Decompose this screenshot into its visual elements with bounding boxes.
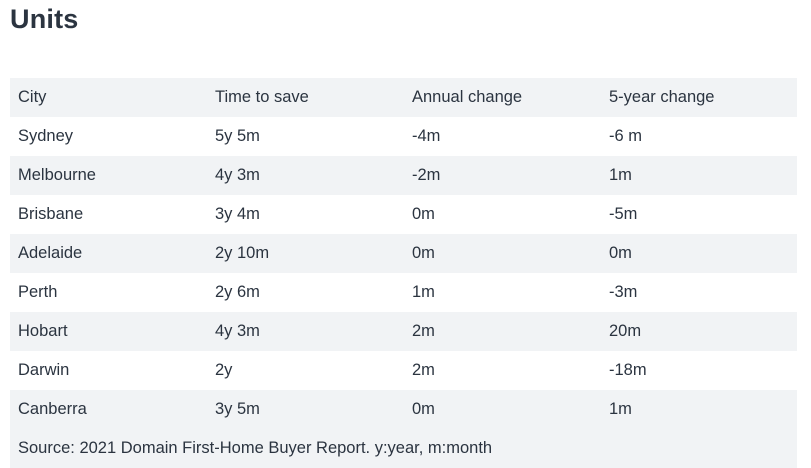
table-row: Adelaide 2y 10m 0m 0m xyxy=(10,234,797,273)
table-row: Sydney 5y 5m -4m -6 m xyxy=(10,117,797,156)
table-row: Hobart 4y 3m 2m 20m xyxy=(10,312,797,351)
cell-annual-change: 2m xyxy=(412,361,435,379)
cell-5-year-change: -5m xyxy=(609,205,638,223)
cell-time-to-save: 2y xyxy=(215,361,233,379)
header-annual-change: Annual change xyxy=(412,88,523,106)
cell-time-to-save: 2y 10m xyxy=(215,244,270,262)
cell-city: Brisbane xyxy=(18,205,84,223)
cell-5-year-change: -3m xyxy=(609,283,638,301)
cell-city: Perth xyxy=(18,283,58,301)
cell-5-year-change: -18m xyxy=(609,361,647,379)
cell-city: Hobart xyxy=(18,322,68,340)
cell-annual-change: 2m xyxy=(412,322,435,340)
units-table: City Time to save Annual change 5-year c… xyxy=(10,78,797,468)
cell-time-to-save: 2y 6m xyxy=(215,283,260,301)
cell-city: Canberra xyxy=(18,400,87,418)
header-time-to-save: Time to save xyxy=(215,88,309,106)
units-table-container: City Time to save Annual change 5-year c… xyxy=(10,78,797,468)
cell-city: Melbourne xyxy=(18,166,96,184)
header-city: City xyxy=(18,88,47,106)
cell-city: Darwin xyxy=(18,361,70,379)
cell-time-to-save: 3y 4m xyxy=(215,205,260,223)
cell-city: Adelaide xyxy=(18,244,83,262)
table-row: Perth 2y 6m 1m -3m xyxy=(10,273,797,312)
cell-annual-change: 1m xyxy=(412,283,435,301)
table-header: City Time to save Annual change 5-year c… xyxy=(10,78,797,117)
source-note: Source: 2021 Domain First-Home Buyer Rep… xyxy=(10,429,797,468)
cell-city: Sydney xyxy=(18,127,74,145)
cell-time-to-save: 4y 3m xyxy=(215,322,260,340)
cell-5-year-change: -6 m xyxy=(609,127,642,145)
table-row: Melbourne 4y 3m -2m 1m xyxy=(10,156,797,195)
header-5-year-change: 5-year change xyxy=(609,88,715,106)
page-title: Units xyxy=(10,4,79,34)
cell-annual-change: -2m xyxy=(412,166,441,184)
table-footer: Source: 2021 Domain First-Home Buyer Rep… xyxy=(10,429,797,468)
header-row: City Time to save Annual change 5-year c… xyxy=(10,78,797,117)
cell-time-to-save: 4y 3m xyxy=(215,166,260,184)
table-body: Sydney 5y 5m -4m -6 m Melbourne 4y 3m -2… xyxy=(10,117,797,429)
table-row: Brisbane 3y 4m 0m -5m xyxy=(10,195,797,234)
cell-5-year-change: 0m xyxy=(609,244,632,262)
source-row: Source: 2021 Domain First-Home Buyer Rep… xyxy=(10,429,797,468)
cell-annual-change: 0m xyxy=(412,400,435,418)
cell-annual-change: 0m xyxy=(412,244,435,262)
cell-time-to-save: 5y 5m xyxy=(215,127,260,145)
table-row: Canberra 3y 5m 0m 1m xyxy=(10,390,797,429)
cell-annual-change: -4m xyxy=(412,127,441,145)
table-row: Darwin 2y 2m -18m xyxy=(10,351,797,390)
cell-5-year-change: 20m xyxy=(609,322,642,340)
cell-5-year-change: 1m xyxy=(609,400,632,418)
cell-annual-change: 0m xyxy=(412,205,435,223)
cell-5-year-change: 1m xyxy=(609,166,632,184)
cell-time-to-save: 3y 5m xyxy=(215,400,260,418)
